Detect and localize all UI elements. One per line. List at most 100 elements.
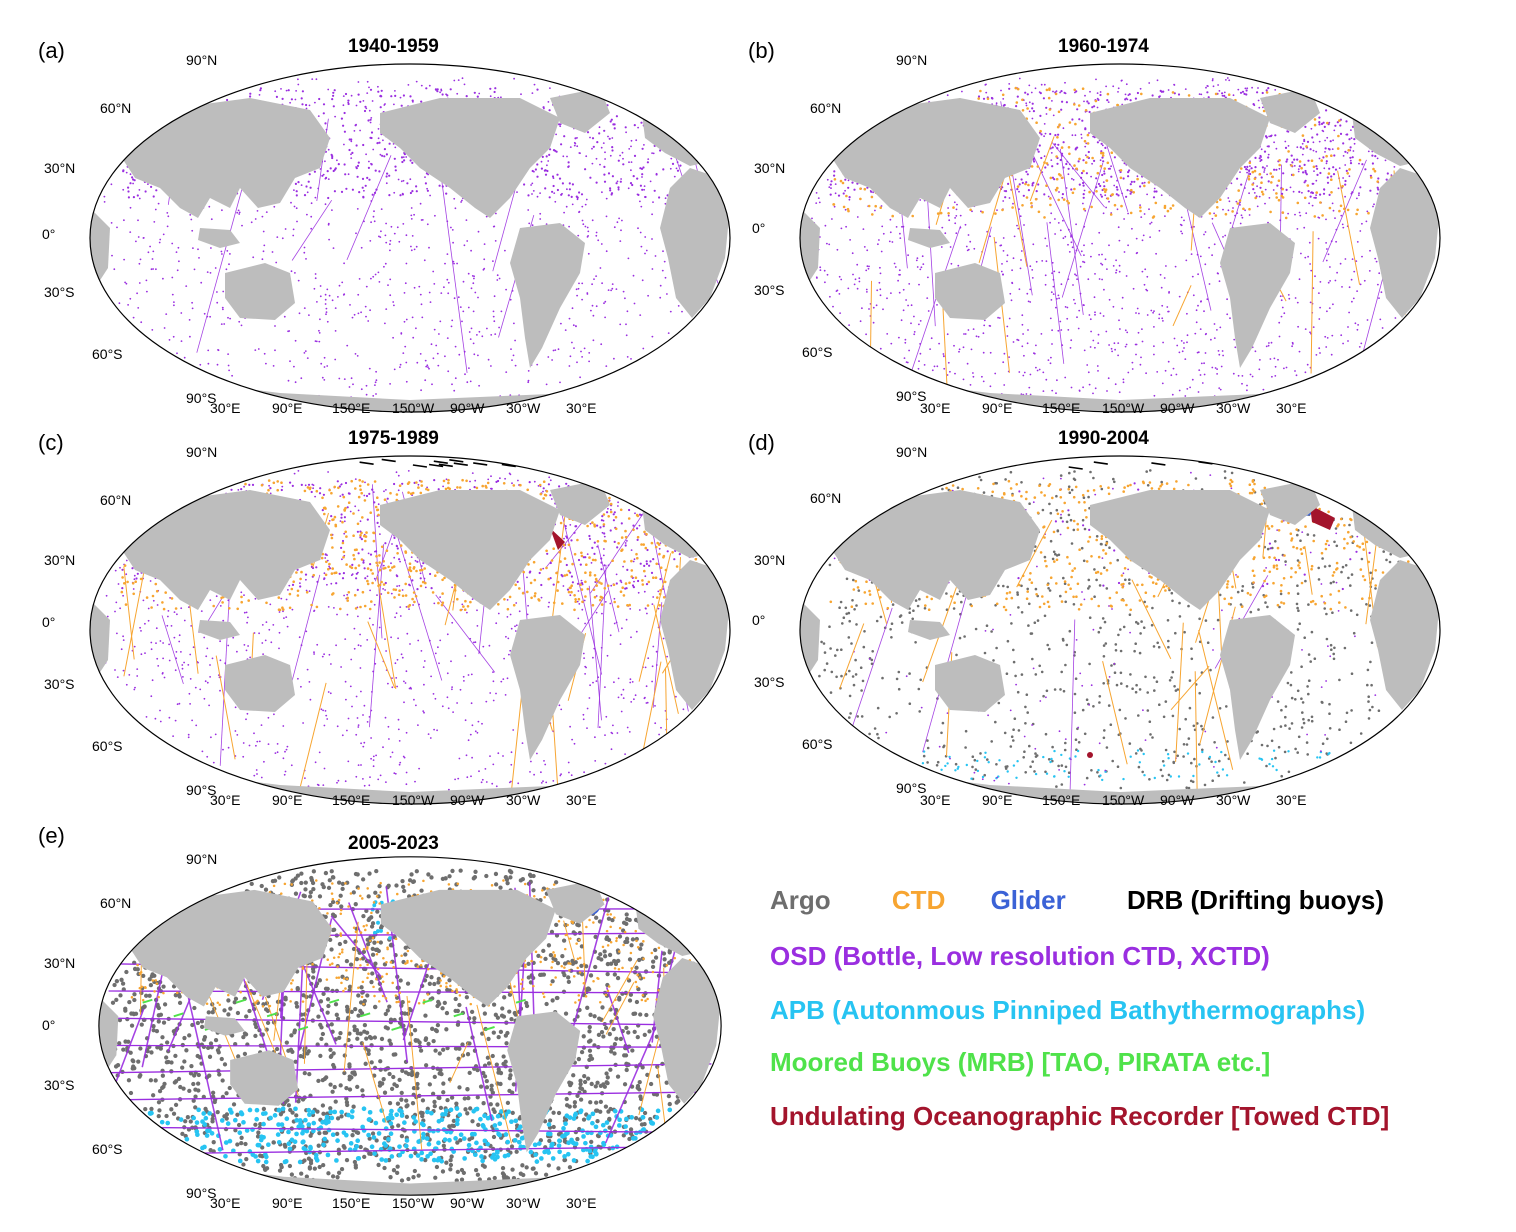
osd-point (1304, 256, 1307, 259)
osd-point (436, 90, 439, 93)
osd-point (1167, 360, 1170, 363)
osd-point (1311, 136, 1314, 139)
osd-point (116, 226, 118, 229)
osd-point (319, 295, 322, 298)
osd-point (495, 212, 497, 215)
osd-point (367, 320, 370, 322)
osd-point (183, 661, 185, 664)
osd-point (1000, 89, 1002, 92)
osd-point (1348, 175, 1351, 178)
osd-point (962, 378, 965, 381)
osd-point (1255, 195, 1258, 198)
osd-point (1091, 162, 1093, 165)
osd-point (1241, 90, 1245, 93)
osd-point (595, 275, 597, 277)
osd-point (851, 252, 854, 255)
osd-point (573, 347, 575, 349)
osd-point (1125, 343, 1128, 346)
osd-point (1268, 135, 1271, 138)
osd-point (609, 120, 612, 123)
osd-point (1040, 133, 1043, 136)
osd-point (1139, 204, 1141, 207)
osd-point (1340, 334, 1343, 337)
osd-point (879, 272, 882, 275)
osd-point (566, 155, 568, 158)
osd-point (1107, 101, 1110, 103)
osd-point (388, 142, 391, 145)
ctd-point (1057, 198, 1060, 202)
osd-point (947, 207, 949, 209)
osd-point (556, 173, 559, 176)
osd-point (389, 294, 392, 297)
osd-point (922, 263, 925, 265)
osd-point (124, 281, 126, 284)
osd-point (615, 288, 618, 290)
osd-point (1279, 295, 1282, 298)
osd-point (1315, 150, 1318, 153)
osd-point (1228, 79, 1231, 82)
osd-point (1046, 245, 1048, 247)
osd-point (1363, 279, 1366, 282)
osd-point (1318, 217, 1321, 219)
osd-point (633, 154, 637, 157)
osd-point (1241, 216, 1244, 219)
osd-point (189, 335, 191, 338)
osd-point (221, 209, 223, 212)
osd-point (474, 291, 477, 294)
osd-point (305, 630, 308, 633)
osd-point (163, 327, 166, 329)
osd-point (443, 286, 445, 289)
osd-point (176, 703, 179, 706)
osd-point (899, 237, 902, 240)
osd-point (127, 304, 129, 306)
osd-point (815, 192, 818, 194)
osd-point (651, 680, 653, 683)
osd-point (426, 364, 429, 367)
osd-point (1316, 173, 1319, 176)
osd-point (1233, 338, 1236, 341)
osd-point (319, 285, 322, 287)
osd-point (192, 646, 195, 649)
osd-point (662, 168, 665, 171)
osd-point (1336, 121, 1339, 124)
osd-point (1327, 253, 1330, 256)
osd-point (223, 323, 226, 325)
osd-point (995, 102, 998, 105)
osd-point (964, 333, 967, 335)
osd-point (1074, 273, 1076, 276)
osd-point (1089, 90, 1091, 93)
osd-point (332, 169, 335, 173)
osd-point (1186, 388, 1189, 390)
osd-point (1180, 216, 1183, 219)
osd-point (255, 769, 258, 771)
osd-point (140, 321, 143, 324)
osd-point (139, 258, 142, 261)
osd-point (229, 317, 232, 320)
osd-point (1184, 88, 1187, 90)
osd-point (611, 287, 614, 290)
osd-point (1291, 161, 1294, 164)
osd-point (1315, 179, 1318, 182)
osd-point (1039, 92, 1042, 95)
osd-point (1142, 234, 1145, 237)
osd-point (1108, 200, 1110, 203)
osd-point (1261, 91, 1264, 95)
osd-point (640, 121, 643, 124)
osd-point (1065, 162, 1068, 166)
ctd-point (841, 181, 845, 185)
osd-point (483, 267, 486, 270)
osd-point (1350, 137, 1353, 139)
osd-point (1264, 167, 1266, 169)
osd-point (1298, 350, 1301, 353)
osd-point (641, 176, 643, 178)
osd-point (234, 730, 237, 732)
ctd-point (1073, 88, 1076, 92)
osd-point (830, 180, 833, 183)
ctd-point (1109, 213, 1113, 216)
osd-point (209, 315, 212, 318)
osd-point (236, 650, 238, 653)
osd-point (403, 320, 406, 323)
osd-point (963, 333, 965, 335)
osd-point (512, 354, 515, 357)
osd-point (200, 281, 203, 284)
